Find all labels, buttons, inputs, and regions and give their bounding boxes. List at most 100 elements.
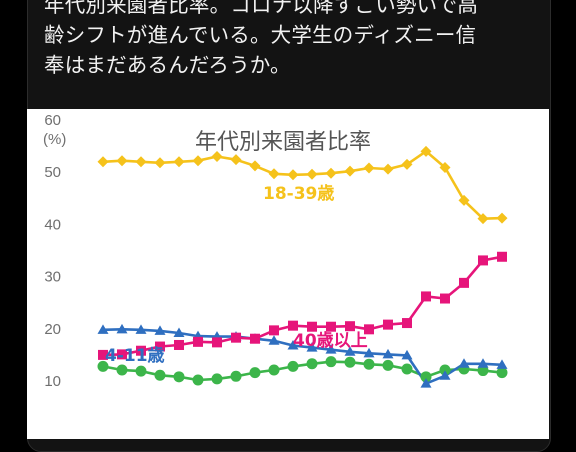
data-point — [497, 251, 507, 262]
data-point — [135, 156, 147, 168]
data-point — [420, 145, 432, 157]
data-point — [477, 213, 489, 225]
data-point — [269, 325, 279, 336]
data-point — [420, 371, 432, 383]
chart-annotations: 18-39歳 40歳以上 4-11歳 — [105, 183, 368, 366]
data-point — [173, 371, 185, 383]
data-point — [211, 373, 223, 385]
post-text: 年代別来園者比率。コロナ以降すごい勢いで高 齢シフトが進んでいる。大学生のディズ… — [44, 0, 544, 80]
data-point — [345, 321, 355, 332]
data-point — [154, 157, 166, 169]
data-point — [249, 367, 261, 379]
y-axis-ticks: 60 50 40 30 20 10 — [44, 112, 61, 390]
data-point — [287, 169, 299, 181]
data-point — [268, 335, 280, 345]
data-point — [230, 370, 242, 382]
data-point — [459, 277, 469, 288]
data-point — [97, 360, 109, 372]
data-point — [174, 339, 184, 350]
data-point — [250, 333, 260, 344]
data-point — [212, 337, 222, 348]
chart-title: 年代別来園者比率 — [195, 130, 371, 155]
data-point — [306, 168, 318, 180]
data-point — [458, 358, 470, 368]
line-chart: 年代別来園者比率 (%) 60 50 40 30 20 10 18-39歳 40歳以上 4-1… — [43, 112, 508, 390]
data-point — [249, 160, 261, 172]
y-tick-label: 40 — [44, 216, 61, 233]
data-point — [287, 360, 299, 372]
data-point — [496, 212, 508, 224]
data-point — [326, 321, 336, 332]
data-point — [382, 348, 394, 359]
y-tick-label: 60 — [44, 112, 61, 129]
data-point — [363, 347, 375, 358]
data-point — [97, 324, 109, 334]
data-point — [287, 340, 299, 350]
data-point — [288, 320, 298, 331]
series-line — [102, 149, 503, 220]
data-point — [193, 336, 203, 347]
data-point — [363, 358, 375, 370]
series-line — [102, 328, 503, 385]
data-point — [135, 324, 147, 334]
y-tick-label: 20 — [44, 321, 61, 338]
data-point — [401, 349, 413, 360]
data-point — [116, 364, 128, 376]
data-point — [439, 162, 451, 174]
data-point — [344, 165, 356, 177]
data-point — [496, 367, 508, 379]
data-point — [154, 369, 166, 381]
data-point — [306, 342, 318, 352]
data-point — [155, 341, 165, 352]
y-tick-label: 30 — [44, 269, 61, 286]
data-point — [116, 155, 128, 167]
data-point — [135, 365, 147, 377]
data-point — [192, 155, 204, 167]
data-point — [192, 374, 204, 386]
series-annotation-label: 40歳以上 — [293, 330, 368, 351]
data-point — [325, 344, 337, 354]
data-point — [478, 255, 488, 266]
data-point — [458, 194, 470, 206]
data-point — [97, 156, 109, 168]
data-point — [402, 318, 412, 329]
data-point — [268, 168, 280, 180]
data-point — [383, 319, 393, 330]
data-point — [268, 364, 280, 376]
data-point — [440, 293, 450, 304]
data-point — [421, 291, 431, 302]
data-point — [231, 332, 241, 343]
y-axis-unit-label: (%) — [43, 131, 66, 148]
chart-image[interactable]: 年代別来園者比率 (%) 60 50 40 30 20 10 18-39歳 40歳以上 4-1… — [27, 109, 549, 439]
series-annotation-label: 18-39歳 — [263, 183, 334, 204]
data-point — [439, 364, 451, 376]
data-point — [173, 327, 185, 337]
data-point — [98, 349, 108, 360]
series-line — [102, 255, 503, 357]
data-point — [382, 163, 394, 175]
y-tick-label: 10 — [44, 373, 61, 390]
series-lines — [102, 149, 503, 385]
series-line — [102, 360, 503, 382]
data-point — [477, 358, 489, 368]
data-point — [401, 158, 413, 170]
data-point — [325, 167, 337, 179]
series-markers — [97, 145, 508, 388]
series-annotation-label: 4-11歳 — [105, 345, 165, 366]
data-point — [173, 156, 185, 168]
data-point — [306, 358, 318, 370]
data-point — [117, 349, 127, 360]
data-point — [211, 151, 223, 163]
data-point — [364, 324, 374, 335]
data-point — [154, 325, 166, 335]
data-point — [325, 356, 337, 368]
data-point — [344, 346, 356, 356]
data-point — [230, 154, 242, 166]
data-point — [496, 359, 508, 369]
y-tick-label: 50 — [44, 164, 61, 181]
data-point — [439, 370, 451, 380]
data-point — [477, 365, 489, 377]
data-point — [344, 356, 356, 368]
post-text-line: 齢シフトが進んでいる。大学生のディズニー信 — [44, 23, 477, 47]
data-point — [363, 162, 375, 174]
